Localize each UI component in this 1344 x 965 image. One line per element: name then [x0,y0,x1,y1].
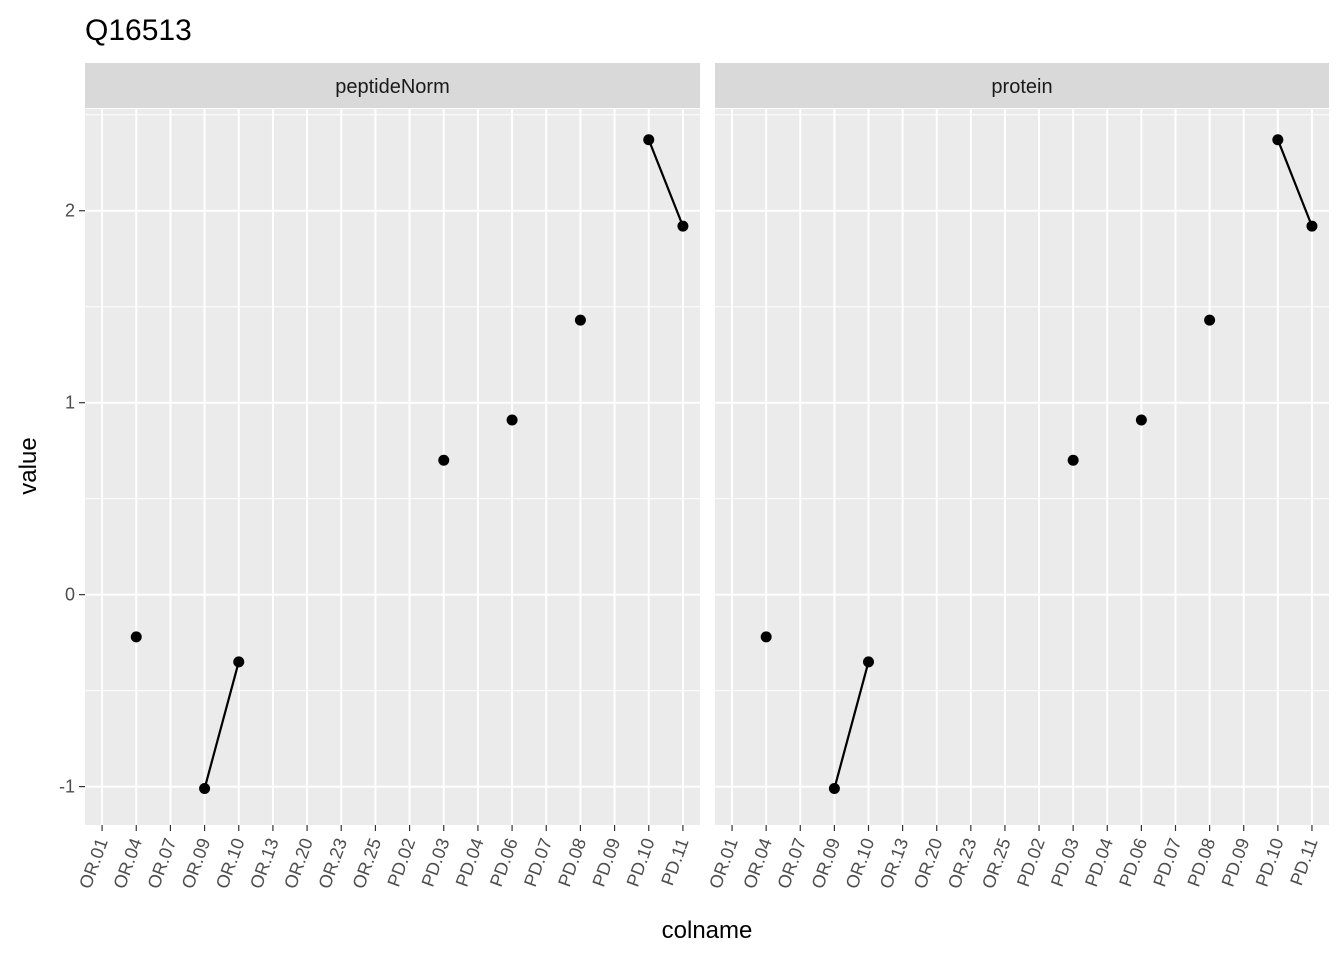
x-tick-label: PD.09 [588,836,624,890]
x-tick-label: PD.07 [520,836,556,890]
x-tick-label: PD.10 [1252,836,1288,890]
x-tick-label: PD.09 [1218,836,1254,890]
x-tick-label: PD.11 [657,836,692,889]
y-tick-label: 2 [65,201,75,221]
facet-strip-label: peptideNorm [335,76,450,98]
y-axis-label: value [15,437,42,494]
x-tick-label: PD.08 [1183,836,1219,890]
data-point [1067,454,1079,466]
x-tick-label: OR.01 [705,836,742,892]
x-tick-label: OR.04 [109,836,146,892]
x-tick-label: PD.03 [1047,836,1083,890]
x-tick-label: PD.11 [1286,836,1321,889]
data-point [1306,220,1318,232]
data-point [506,414,518,426]
y-tick-label: -1 [59,777,75,797]
data-point [828,783,840,795]
x-tick-label: OR.13 [876,836,913,892]
facet-panels: -1012peptideNormOR.01OR.04OR.07OR.09OR.1… [59,63,1329,891]
panel-background [715,109,1329,825]
x-tick-label: OR.20 [910,836,947,892]
data-point [1204,314,1216,326]
series-line-segment [1276,139,1313,227]
series-line-segment [203,661,240,789]
data-point [130,631,142,643]
x-tick-label: PD.02 [1013,836,1049,890]
data-point [438,454,450,466]
x-tick-label: OR.20 [280,836,317,892]
data-point [677,220,689,232]
panel-background [85,109,700,825]
data-point [1135,414,1147,426]
x-tick-label: OR.13 [246,836,283,892]
x-tick-label: OR.09 [178,836,215,892]
data-point [1272,134,1284,146]
x-tick-label: PD.07 [1149,836,1185,890]
y-tick-label: 1 [65,393,75,413]
series-line-segment [647,139,684,227]
x-axis-label: colname [662,917,753,944]
x-tick-label: PD.06 [486,836,522,890]
x-tick-label: OR.04 [739,836,776,892]
x-tick-label: PD.02 [383,836,419,890]
data-point [199,783,211,795]
data-point [233,656,245,668]
x-tick-label: OR.25 [349,836,386,892]
facet-strip [85,63,700,108]
data-point [574,314,586,326]
x-tick-label: PD.03 [418,836,454,890]
x-tick-label: OR.23 [944,836,981,892]
data-point [760,631,772,643]
x-tick-label: OR.10 [842,836,879,892]
x-tick-label: OR.09 [808,836,845,892]
x-tick-label: PD.04 [452,836,488,890]
x-tick-label: OR.10 [212,836,249,892]
x-tick-label: OR.07 [773,836,810,892]
x-tick-label: OR.25 [978,836,1015,892]
x-tick-label: PD.10 [623,836,659,890]
chart-title: Q16513 [85,14,192,47]
x-tick-label: OR.23 [314,836,351,892]
data-point [643,134,655,146]
y-tick-label: 0 [65,585,75,605]
facet-strip-label: protein [991,76,1052,98]
x-tick-label: PD.08 [554,836,590,890]
x-tick-label: PD.06 [1115,836,1151,890]
facet-strip [715,63,1329,108]
series-line-segment [833,661,870,789]
x-tick-label: OR.01 [75,836,112,892]
data-point [863,656,874,668]
x-tick-label: PD.04 [1081,836,1117,890]
x-tick-label: OR.07 [144,836,181,892]
